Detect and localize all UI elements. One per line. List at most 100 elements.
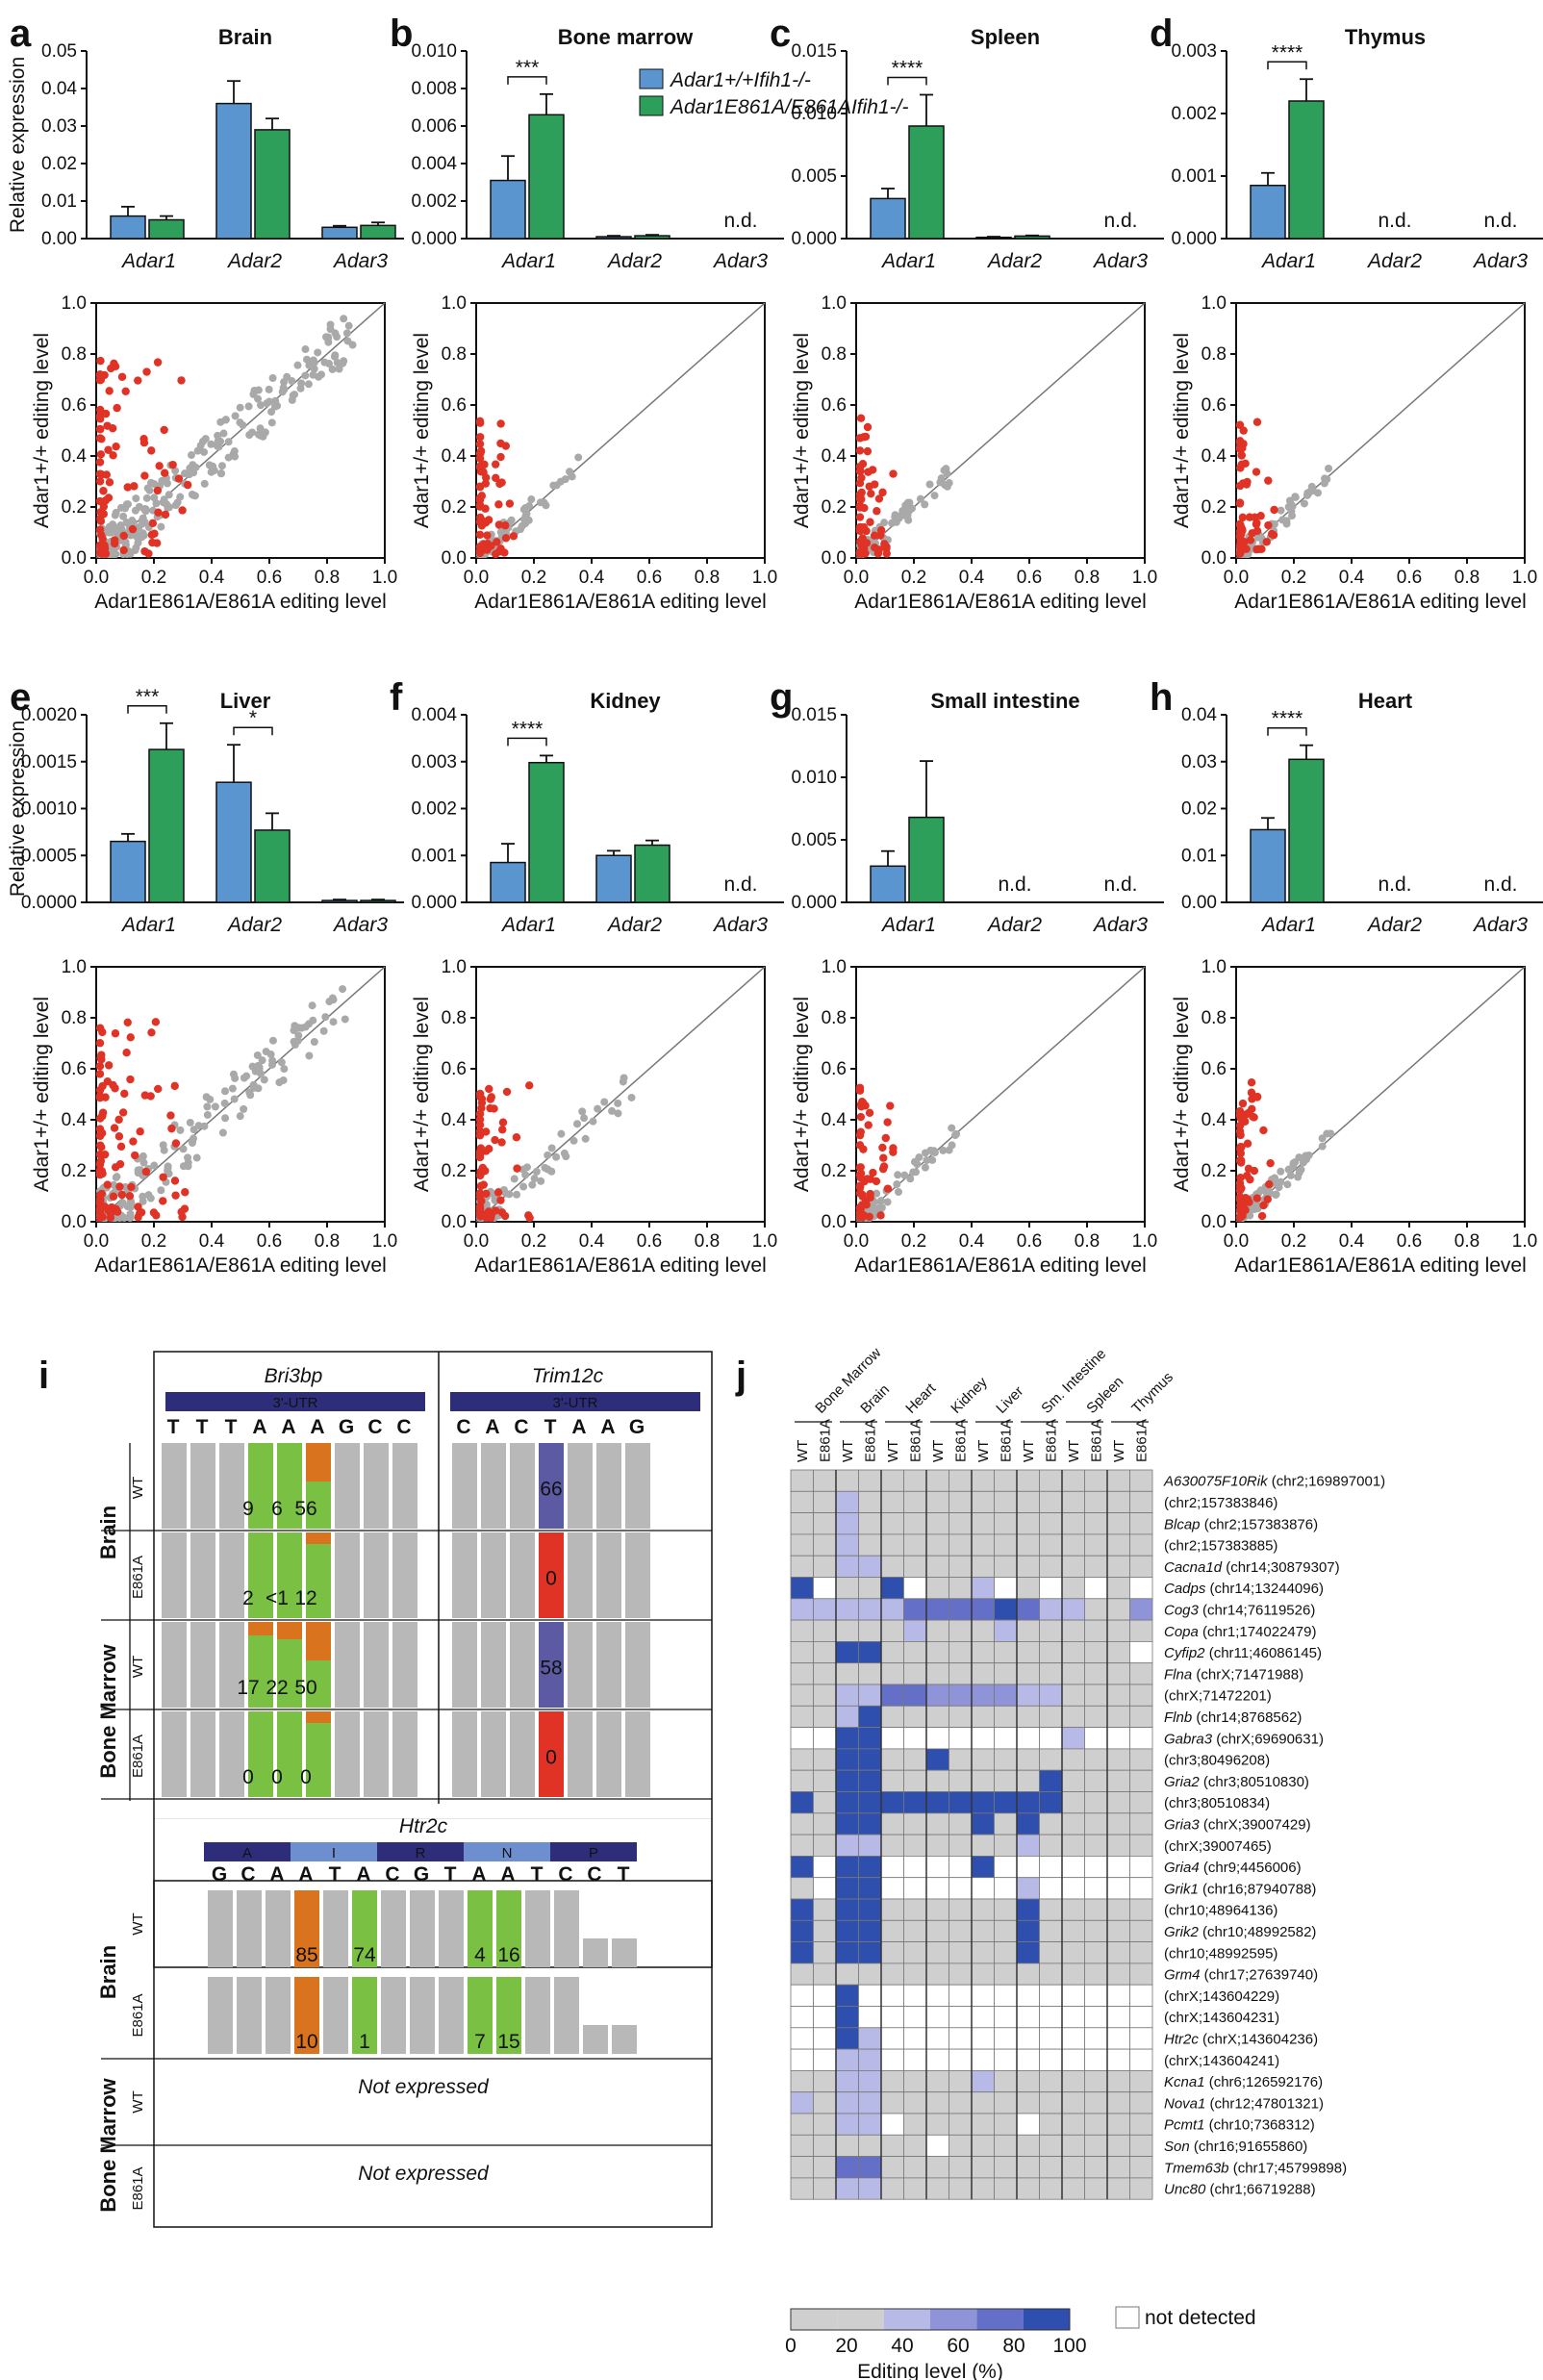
row-locus: (chr12;47801321) [1205,2095,1324,2112]
edit-value: 0 [545,1747,557,1769]
heatmap-cell [790,1834,814,1857]
y-tick-label: 0.000 [1171,229,1217,249]
scatter-point-gray [907,504,916,513]
scatter-point-gray [876,1197,885,1205]
heatmap-cell [813,1533,837,1557]
scatter-y-title: Adar1+/+ editing level [1171,997,1193,1192]
heatmap-cell [813,1962,837,1986]
y-tick-label: 0.003 [1171,41,1217,62]
heatmap-cell [1039,1469,1063,1492]
read-column [364,1532,389,1618]
scatter-point-gray [305,1051,314,1060]
scatter-point-red [1252,468,1261,476]
heatmap-cell [949,1791,973,1814]
scatter-point-red [493,538,501,546]
heatmap-cell [949,2027,973,2050]
row-label: (chrX;143604241) [1164,2053,1279,2069]
heatmap-cell [903,1877,927,1900]
scatter-point-gray [200,447,209,456]
base-letter: A [600,1416,615,1438]
heatmap-cell [903,1512,927,1535]
read-column [219,1532,244,1618]
heatmap-cell [971,2048,995,2071]
heatmap-cell [1129,1962,1153,1986]
scatter-point-red [95,1150,105,1159]
scatter-point-red [136,1127,144,1136]
row-gene: Htr2c [1164,2032,1199,2048]
scatter-x-tick: 0.2 [1281,568,1306,588]
row-locus: (chr14;76119526) [1199,1603,1315,1619]
heatmap-cell [903,1619,927,1642]
read-column [625,1622,650,1708]
heatmap-cell [949,1812,973,1836]
heatmap-cell [880,1877,904,1900]
heatmap-cell [1106,2027,1130,2050]
scatter-point-red [483,531,492,540]
base-letter: A [281,1416,295,1438]
scatter-point-red [155,462,164,470]
heatmap-cell [1061,2006,1085,2029]
scatter-point-red [1259,1201,1268,1210]
scatter-point-gray [948,1124,956,1132]
row-label: (chrX;71472201) [1164,1688,1272,1705]
scatter-point-gray [510,1175,519,1183]
heatmap-cell [1016,2134,1040,2158]
scatter-point-red [95,1092,105,1101]
scatter-frame [855,966,1146,1223]
heatmap-cell [790,2156,814,2179]
bar-wt [321,899,358,903]
heatmap-cell [949,1856,973,1879]
heatmap-cell [925,2177,949,2200]
bar-wt [110,215,146,240]
scatter-y-tick: 0.8 [822,1008,847,1028]
heatmap-cell [903,1598,927,1621]
read-column [323,1890,348,1967]
scatter-y-tick: 0.6 [62,395,87,416]
scatter-point-red [148,538,157,547]
scatter-x-tick: 0.4 [959,568,985,588]
scatter-point-gray [552,481,561,490]
scatter-point-gray [268,374,277,383]
read-column [410,1890,435,1967]
edit-value: 10 [295,2031,317,2053]
heatmap-cell [880,1641,904,1664]
y-tick-label: 0.03 [41,116,77,137]
scatter-point-gray [880,519,889,527]
scatter-point-gray [333,333,341,342]
heatmap-cell [971,1769,995,1792]
scatter-point-gray [190,1126,198,1134]
heatmap-cell [1039,1727,1063,1750]
heatmap-cell [994,1962,1018,1986]
heatmap-cell [858,2091,882,2114]
heatmap-cell [835,2006,859,2029]
base-letter: A [310,1416,324,1438]
read-column [568,1622,593,1708]
bar-mut [528,761,565,903]
heatmap-cell [813,1469,837,1492]
scatter-point-red [492,1206,500,1215]
heatmap-cell [1106,1469,1130,1492]
base-letter: C [558,1863,572,1886]
edit-value: 85 [295,1944,317,1966]
heatmap-cell [790,1919,814,1943]
scatter-point-gray [231,412,240,420]
scatter-y-tick: 0.2 [62,1161,87,1181]
read-column [596,1622,621,1708]
scatter-point-red [96,1114,105,1123]
scatter-point-red [513,1164,521,1173]
heatmap-cell [813,1641,837,1664]
heatmap-cell [813,1512,837,1535]
heatmap-cell [994,1812,1018,1836]
panel-title-b: Bone marrow [558,25,694,49]
heatmap-cell [971,1962,995,1986]
read-column [452,1443,477,1529]
col-header: E861A [998,1419,1014,1462]
scatter-point-gray [179,1162,188,1171]
heatmap-cell [880,1812,904,1836]
heatmap-cell [880,1919,904,1943]
heatmap-cell [790,1619,814,1642]
heatmap-cell [925,1512,949,1535]
y-tick-label: 0.03 [1181,752,1217,772]
scatter-point-gray [923,1156,931,1165]
scatter-point-gray [231,452,240,461]
